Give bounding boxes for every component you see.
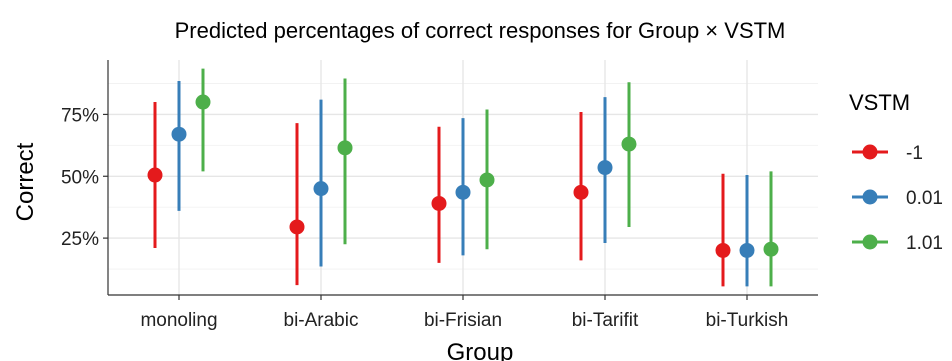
y-tick-label: 50% [61,167,99,188]
plot-axes: 25% 50% 75% monoling bi-Arabic bi-Frisian bi-T… [61,60,818,331]
x-tick-label: monoling [140,310,217,331]
legend-key-point [862,234,878,250]
data-point [573,184,589,200]
legend-key-point [862,189,878,205]
data-point [289,219,305,235]
chart-title: Predicted percentages of correct respons… [175,18,786,43]
data-point [337,140,353,156]
data-point [763,241,779,257]
x-tick-label: bi-Arabic [284,310,359,331]
data-point [621,136,637,152]
data-point [313,181,329,197]
plot-marks [147,68,779,287]
x-tick-label: bi-Tarifit [572,310,639,331]
legend: VSTM -1 0.01 1.01 [849,90,943,254]
data-point [171,126,187,142]
legend-key-point [862,144,878,160]
data-point [431,195,447,211]
legend-label: 1.01 [906,233,943,254]
y-tick-label: 75% [61,105,99,126]
data-point [597,160,613,176]
x-tick-label: bi-Turkish [706,310,789,331]
x-axis-title: Group [447,339,514,361]
data-point [147,167,163,183]
data-point [195,94,211,110]
x-tick-label: bi-Frisian [424,310,502,331]
legend-label: 0.01 [906,188,943,209]
y-axis-title: Correct [12,142,39,221]
y-tick-label: 25% [61,229,99,250]
data-point [479,172,495,188]
legend-label: -1 [906,143,923,164]
data-point [455,184,471,200]
data-point [739,242,755,258]
legend-title: VSTM [849,90,910,115]
data-point [715,242,731,258]
